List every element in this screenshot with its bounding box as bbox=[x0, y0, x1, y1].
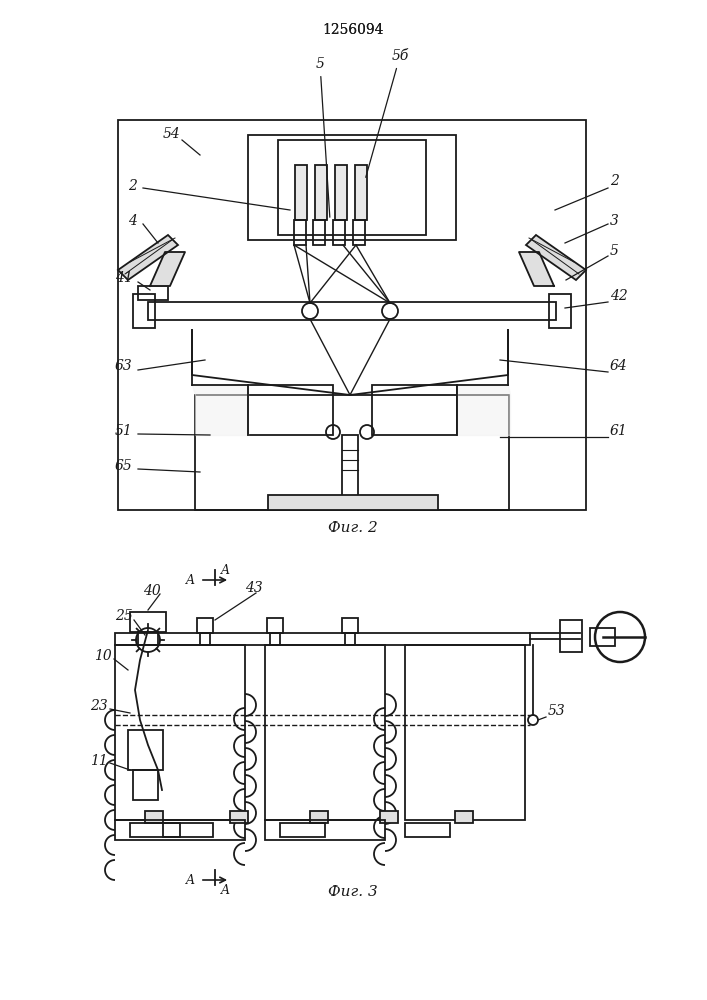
Text: Фиг. 2: Фиг. 2 bbox=[328, 521, 378, 535]
Text: 3: 3 bbox=[610, 214, 619, 228]
Bar bbox=[380, 811, 398, 823]
Bar bbox=[278, 140, 426, 235]
Text: 40: 40 bbox=[143, 584, 160, 598]
Bar bbox=[270, 633, 280, 645]
Text: 25: 25 bbox=[115, 609, 133, 623]
Text: Фиг. 3: Фиг. 3 bbox=[328, 885, 378, 899]
Bar bbox=[115, 633, 530, 645]
Text: 11: 11 bbox=[90, 754, 107, 768]
Bar bbox=[342, 435, 358, 503]
Polygon shape bbox=[118, 235, 178, 280]
Text: 10: 10 bbox=[94, 649, 112, 663]
Bar bbox=[138, 286, 168, 300]
Bar bbox=[133, 294, 155, 328]
Text: 1256094: 1256094 bbox=[322, 23, 384, 37]
Bar bbox=[294, 220, 306, 245]
Bar bbox=[267, 618, 283, 633]
Bar bbox=[265, 645, 385, 820]
Bar bbox=[195, 395, 509, 510]
Bar bbox=[335, 165, 347, 220]
Bar bbox=[268, 495, 438, 510]
Bar bbox=[248, 135, 456, 240]
Text: A: A bbox=[221, 564, 230, 576]
Bar bbox=[130, 612, 166, 632]
Text: 65: 65 bbox=[115, 459, 133, 473]
Bar bbox=[200, 633, 210, 645]
Polygon shape bbox=[526, 235, 586, 280]
Text: 64: 64 bbox=[610, 359, 628, 373]
Bar bbox=[130, 823, 180, 837]
Bar bbox=[197, 618, 213, 633]
Bar bbox=[345, 633, 355, 645]
Bar bbox=[295, 165, 307, 220]
Polygon shape bbox=[150, 252, 185, 286]
Text: A: A bbox=[221, 884, 230, 896]
Bar bbox=[115, 645, 245, 820]
Bar bbox=[315, 165, 327, 220]
Bar bbox=[138, 632, 158, 645]
Text: 2: 2 bbox=[128, 179, 137, 193]
Bar bbox=[280, 823, 325, 837]
Text: 5: 5 bbox=[315, 57, 330, 217]
Text: 23: 23 bbox=[90, 699, 107, 713]
Bar bbox=[590, 628, 615, 646]
Bar bbox=[145, 811, 163, 823]
Polygon shape bbox=[192, 385, 248, 435]
Bar bbox=[248, 385, 333, 435]
Bar bbox=[230, 811, 248, 823]
Bar bbox=[163, 823, 213, 837]
Text: A: A bbox=[186, 874, 195, 886]
Text: 53: 53 bbox=[548, 704, 566, 718]
Bar bbox=[353, 220, 365, 245]
Bar bbox=[355, 165, 367, 220]
Polygon shape bbox=[519, 252, 554, 286]
Text: 61: 61 bbox=[610, 424, 628, 438]
Bar bbox=[405, 645, 525, 820]
Polygon shape bbox=[457, 385, 510, 435]
Bar bbox=[549, 294, 571, 328]
Text: 54: 54 bbox=[163, 127, 181, 141]
Bar bbox=[342, 618, 358, 633]
Text: 51: 51 bbox=[115, 424, 133, 438]
Text: 1256094: 1256094 bbox=[322, 23, 384, 37]
Bar bbox=[405, 823, 450, 837]
Bar bbox=[333, 220, 345, 245]
Text: 5б: 5б bbox=[366, 49, 409, 177]
Text: 43: 43 bbox=[245, 581, 263, 595]
Text: A: A bbox=[186, 574, 195, 586]
Text: 4: 4 bbox=[128, 214, 137, 228]
Text: 63: 63 bbox=[115, 359, 133, 373]
Text: 42: 42 bbox=[610, 289, 628, 303]
Bar bbox=[118, 120, 586, 510]
Text: 41: 41 bbox=[115, 271, 133, 285]
Bar bbox=[372, 385, 457, 435]
Bar bbox=[455, 811, 473, 823]
Bar bbox=[265, 820, 385, 840]
Bar bbox=[133, 770, 158, 800]
Text: 5: 5 bbox=[610, 244, 619, 258]
Bar bbox=[148, 302, 556, 320]
Bar bbox=[310, 811, 328, 823]
Bar bbox=[128, 730, 163, 770]
Bar bbox=[313, 220, 325, 245]
Bar bbox=[560, 620, 582, 652]
Text: 2: 2 bbox=[610, 174, 619, 188]
Bar bbox=[115, 820, 245, 840]
